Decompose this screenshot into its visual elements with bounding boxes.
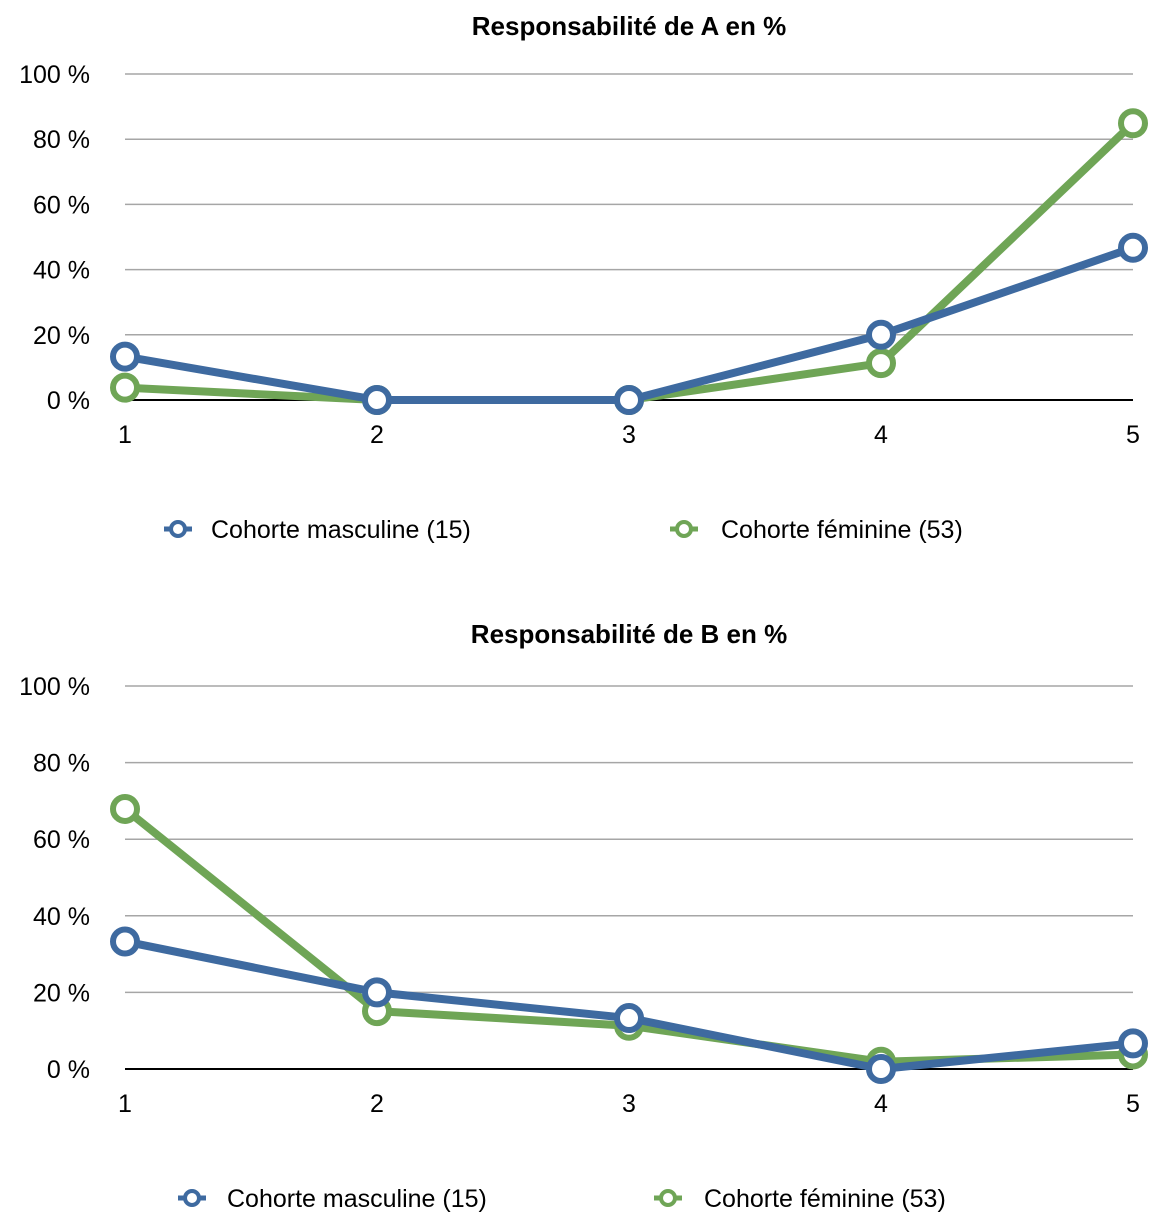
y-tick-label: 20 % (33, 322, 90, 350)
legend-marker-icon (675, 520, 693, 538)
legend-label: Cohorte masculine (15) (211, 516, 471, 544)
data-point (110, 926, 140, 957)
y-tick-label: 20 % (33, 979, 90, 1007)
data-point (614, 1003, 644, 1034)
chart-responsabilite-b: Responsabilité de B en % 0 % 20 % 40 % 60 %… (0, 600, 1151, 1213)
series-masculine (110, 926, 1148, 1084)
data-point (110, 793, 140, 824)
data-point (110, 341, 140, 372)
data-point (362, 385, 392, 415)
x-tick-label: 4 (874, 421, 888, 449)
data-point (866, 319, 896, 350)
legend-item: Cohorte féminine (53) (654, 1185, 946, 1213)
x-tick-label: 5 (1126, 1090, 1140, 1118)
data-point (1118, 1028, 1148, 1059)
data-point (614, 385, 644, 415)
x-tick-label: 3 (622, 421, 636, 449)
data-point (866, 348, 896, 379)
x-tick-label: 1 (118, 421, 132, 449)
y-tick-label: 40 % (33, 257, 90, 285)
chart-responsabilite-a: Responsabilité de A en % 0 % 20 % 40 % 60 %… (0, 0, 1151, 590)
chart-title: Responsabilité de A en % (472, 11, 786, 41)
legend-item: Cohorte masculine (15) (164, 516, 471, 544)
chart-b-svg: Responsabilité de B en % 0 % 20 % 40 % 60 %… (19, 619, 1148, 1213)
legend-label: Cohorte féminine (53) (704, 1185, 946, 1213)
y-tick-label: 0 % (47, 1056, 90, 1084)
y-tick-label: 40 % (33, 903, 90, 931)
data-point (362, 977, 392, 1008)
legend-marker-icon (659, 1189, 677, 1207)
y-tick-label: 80 % (33, 750, 90, 778)
series-masculine (110, 232, 1148, 415)
x-tick-label: 4 (874, 1090, 888, 1118)
y-tick-label: 100 % (19, 61, 90, 89)
data-point (866, 1054, 896, 1084)
legend-item: Cohorte féminine (53) (670, 516, 963, 544)
legend-label: Cohorte féminine (53) (721, 516, 963, 544)
data-point (1118, 232, 1148, 263)
y-tick-label: 0 % (47, 387, 90, 415)
data-point (1118, 108, 1148, 139)
x-tick-label: 2 (370, 421, 384, 449)
legend-label: Cohorte masculine (15) (227, 1185, 487, 1213)
y-tick-label: 60 % (33, 826, 90, 854)
legend-marker-icon (183, 1189, 201, 1207)
x-tick-label: 5 (1126, 421, 1140, 449)
legend-marker-icon (169, 520, 187, 538)
chart-a-svg: Responsabilité de A en % 0 % 20 % 40 % 60 %… (19, 11, 1148, 544)
legend-item: Cohorte masculine (15) (178, 1185, 487, 1213)
series-line (121, 119, 1137, 404)
y-tick-label: 100 % (19, 673, 90, 701)
y-tick-label: 60 % (33, 191, 90, 219)
x-tick-label: 1 (118, 1090, 132, 1118)
series-feminine (110, 108, 1148, 415)
x-tick-label: 3 (622, 1090, 636, 1118)
x-tick-label: 2 (370, 1090, 384, 1118)
data-point (110, 372, 140, 403)
y-tick-label: 80 % (33, 126, 90, 154)
chart-title: Responsabilité de B en % (471, 619, 787, 649)
